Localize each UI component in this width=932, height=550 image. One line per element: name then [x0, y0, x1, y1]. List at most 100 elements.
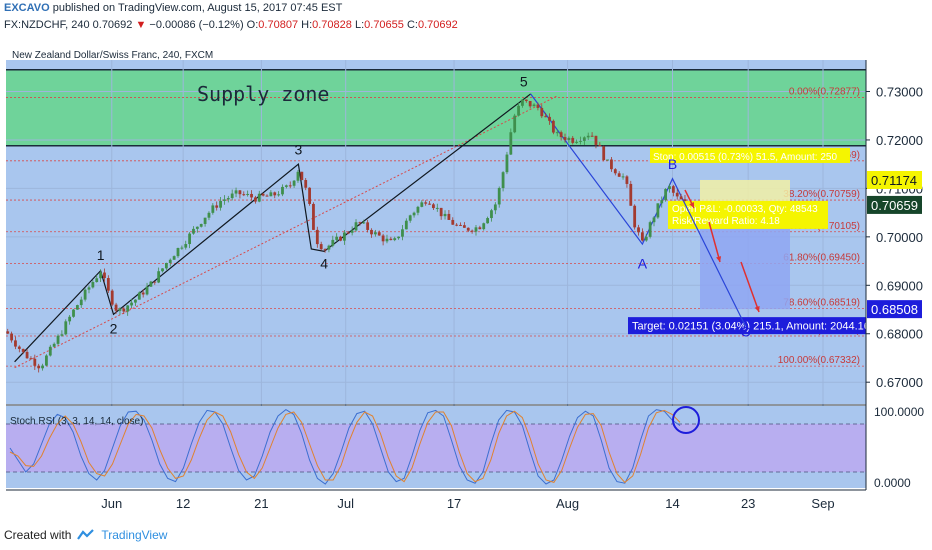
- candle-body: [300, 171, 304, 181]
- candle-body: [370, 229, 373, 235]
- candle-body: [172, 256, 176, 260]
- candle-body: [679, 196, 683, 200]
- candle-body: [134, 299, 137, 303]
- price-labels: 0.71174 0.70659 0.68508: [867, 170, 922, 319]
- time-tick-label: 23: [741, 496, 755, 511]
- candle-body: [145, 286, 149, 295]
- candle-body: [114, 304, 118, 311]
- time-axis[interactable]: Jun 12 21 Jul 17 Aug 14 23 Sep: [101, 496, 834, 511]
- fib-label: 78.60%(0.68519): [783, 298, 860, 309]
- candle-body: [625, 176, 629, 184]
- position-tool[interactable]: Stop: 0.00515 (0.73%) 51.5, Amount: 250 O…: [628, 147, 870, 335]
- red-arrowhead-icon: [689, 202, 694, 208]
- candle-body: [644, 236, 648, 241]
- candle-body: [579, 140, 582, 142]
- candle-body: [176, 247, 180, 257]
- target-box: [628, 317, 866, 335]
- candle-body: [273, 192, 277, 196]
- candle-body: [408, 215, 412, 221]
- candle-body: [633, 205, 637, 228]
- high-value: 0.70828: [312, 19, 352, 31]
- fib-label: 100.00%(0.67332): [778, 355, 860, 366]
- candle-body: [137, 292, 141, 300]
- candle-body: [571, 137, 575, 143]
- candle-body: [548, 116, 551, 121]
- candle-body: [435, 207, 439, 209]
- candle-body: [164, 262, 168, 269]
- candle-body: [126, 305, 130, 312]
- candle-body: [397, 236, 400, 239]
- candle-body: [362, 222, 366, 224]
- candle-body: [161, 268, 164, 272]
- high-label: H:: [301, 19, 313, 31]
- candle-body: [490, 210, 493, 219]
- candle-body: [223, 199, 226, 201]
- down-arrow-icon: ▼: [135, 19, 147, 31]
- candle-body: [602, 146, 606, 161]
- candle-body: [103, 272, 106, 279]
- open-value: 0.70807: [258, 19, 299, 31]
- time-tick-label: 12: [176, 496, 190, 511]
- red-arrowhead-icon: [716, 256, 722, 262]
- open-label: O:: [246, 19, 259, 31]
- overbought-circle: [672, 406, 700, 434]
- candle-body: [509, 132, 513, 155]
- target-text: Target: 0.02151 (3.04%) 215.1, Amount: 2…: [632, 321, 870, 333]
- candle-body: [110, 290, 114, 305]
- price-tick-label: 0.68000: [876, 327, 923, 342]
- candle-body: [586, 135, 590, 138]
- tradingview-brand[interactable]: TradingView: [101, 528, 168, 542]
- price-label-bg: [867, 170, 922, 189]
- candle-body: [17, 346, 21, 349]
- time-tick-label: 21: [254, 496, 268, 511]
- candle-body: [188, 233, 192, 245]
- wave-label: 4: [320, 255, 328, 271]
- candle-body: [428, 203, 431, 205]
- candle-body: [21, 348, 25, 352]
- wave-label: C: [741, 324, 751, 340]
- price-axis[interactable]: 0.730000.720000.710000.700000.690000.680…: [866, 84, 924, 490]
- price-tick-label: 0.67000: [876, 375, 923, 390]
- price-tick-label: 0.72000: [876, 133, 923, 148]
- candle-body: [528, 101, 532, 107]
- candle-body: [377, 232, 381, 236]
- candle-body: [79, 299, 83, 306]
- candle-body: [234, 190, 238, 194]
- fib-label: 38.20%(0.70759): [783, 189, 860, 200]
- candles: [6, 99, 687, 373]
- candle-body: [447, 213, 451, 220]
- candle-body: [567, 137, 571, 141]
- candle-body: [292, 180, 296, 186]
- time-tick-label: 14: [665, 496, 679, 511]
- candle-body: [149, 281, 153, 287]
- candle-body: [304, 180, 308, 188]
- candle-body: [95, 278, 99, 283]
- candle-body: [366, 222, 370, 230]
- candle-body: [582, 137, 586, 141]
- candle-body: [517, 105, 520, 116]
- candle-body: [37, 365, 41, 369]
- candle-body: [238, 190, 242, 195]
- candle-body: [462, 225, 466, 228]
- created-with-label: Created with: [4, 528, 72, 542]
- price-chart[interactable]: 0.00%(0.72877)23.60%(0.71569)38.20%(0.70…: [0, 0, 932, 520]
- candle-body: [424, 202, 428, 204]
- wave-label: A: [638, 255, 648, 271]
- author-name[interactable]: EXCAVO: [4, 2, 50, 14]
- candle-body: [56, 335, 60, 344]
- candle-body: [331, 239, 335, 246]
- candle-body: [48, 346, 52, 356]
- candle-body: [184, 244, 188, 248]
- candle-body: [641, 232, 644, 241]
- candle-body: [296, 171, 300, 181]
- candle-body: [141, 292, 145, 295]
- fib-label: 0.00%(0.72877): [789, 86, 860, 97]
- publish-info: published on TradingView.com, August 15,…: [52, 2, 343, 14]
- candle-body: [153, 281, 157, 283]
- candle-body: [497, 188, 501, 205]
- candle-body: [606, 159, 609, 161]
- candle-body: [416, 206, 420, 213]
- candle-body: [443, 213, 447, 217]
- stoch-tick-label: 0.0000: [874, 476, 911, 490]
- candle-body: [486, 218, 489, 224]
